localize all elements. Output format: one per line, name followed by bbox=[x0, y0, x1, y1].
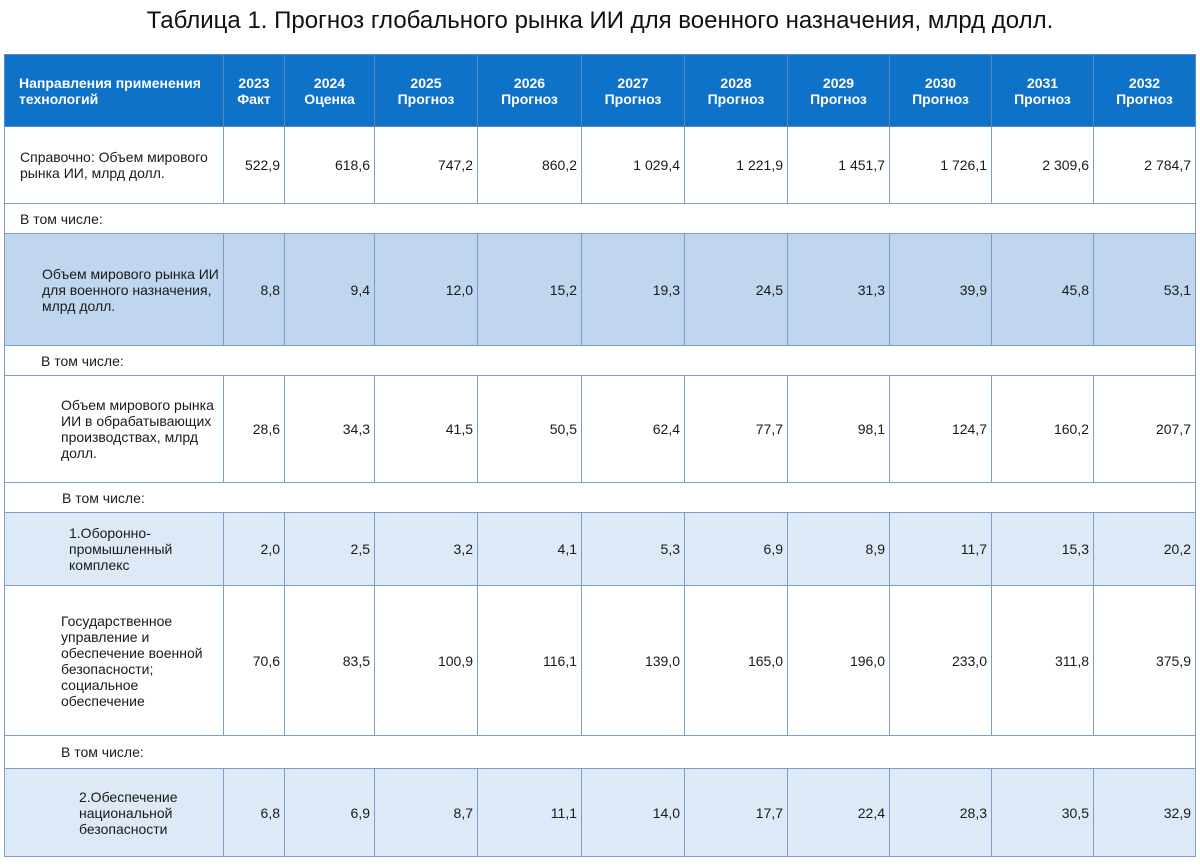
cell-value: 2 309,6 bbox=[991, 126, 1094, 204]
cell-value: 8,8 bbox=[223, 233, 285, 346]
cell-value: 6,9 bbox=[284, 768, 375, 857]
header-directions: Направления применения технологий bbox=[4, 54, 224, 127]
cell-value: 41,5 bbox=[374, 375, 478, 483]
header-year: 2023 Факт bbox=[223, 54, 285, 127]
cell-value: 1 726,1 bbox=[889, 126, 992, 204]
cell-value: 207,7 bbox=[1093, 375, 1196, 483]
cell-value: 15,2 bbox=[477, 233, 582, 346]
row-label: Государственное управление и обеспечение… bbox=[4, 585, 224, 736]
cell-value: 28,6 bbox=[223, 375, 285, 483]
cell-value: 116,1 bbox=[477, 585, 582, 736]
header-year: 2027 Прогноз bbox=[581, 54, 685, 127]
table-row-manufacturing: Объем мирового рынка ИИ в обрабатывающих… bbox=[4, 375, 1196, 483]
header-year: 2024 Оценка bbox=[284, 54, 375, 127]
header-row: Направления применения технологий 2023 Фа… bbox=[4, 54, 1196, 127]
row-label: 1.Оборонно-промышленный комплекс bbox=[4, 512, 224, 586]
subheader-row: В том числе: bbox=[4, 345, 1196, 376]
forecast-table: Направления применения технологий 2023 Фа… bbox=[4, 54, 1196, 857]
cell-value: 8,7 bbox=[374, 768, 478, 857]
cell-value: 11,1 bbox=[477, 768, 582, 857]
cell-value: 311,8 bbox=[991, 585, 1094, 736]
cell-value: 22,4 bbox=[787, 768, 890, 857]
cell-value: 1 451,7 bbox=[787, 126, 890, 204]
subheader-row: В том числе: bbox=[4, 482, 1196, 513]
cell-value: 24,5 bbox=[684, 233, 788, 346]
cell-value: 1 221,9 bbox=[684, 126, 788, 204]
cell-value: 165,0 bbox=[684, 585, 788, 736]
cell-value: 30,5 bbox=[991, 768, 1094, 857]
cell-value: 233,0 bbox=[889, 585, 992, 736]
cell-value: 39,9 bbox=[889, 233, 992, 346]
cell-value: 77,7 bbox=[684, 375, 788, 483]
subheader-row: В том числе: bbox=[4, 735, 1196, 769]
cell-value: 2,5 bbox=[284, 512, 375, 586]
cell-value: 196,0 bbox=[787, 585, 890, 736]
table-row-global: Справочно: Объем мирового рынка ИИ, млрд… bbox=[4, 126, 1196, 204]
cell-value: 12,0 bbox=[374, 233, 478, 346]
cell-value: 53,1 bbox=[1093, 233, 1196, 346]
cell-value: 160,2 bbox=[991, 375, 1094, 483]
subheader-label: В том числе: bbox=[4, 735, 1196, 769]
cell-value: 83,5 bbox=[284, 585, 375, 736]
table-row-national-security: 2.Обеспечение национальной безопасности … bbox=[4, 768, 1196, 857]
cell-value: 2,0 bbox=[223, 512, 285, 586]
cell-value: 139,0 bbox=[581, 585, 685, 736]
subheader-label: В том числе: bbox=[4, 482, 1196, 513]
cell-value: 6,9 bbox=[684, 512, 788, 586]
cell-value: 31,3 bbox=[787, 233, 890, 346]
cell-value: 70,6 bbox=[223, 585, 285, 736]
cell-value: 20,2 bbox=[1093, 512, 1196, 586]
cell-value: 17,7 bbox=[684, 768, 788, 857]
cell-value: 34,3 bbox=[284, 375, 375, 483]
cell-value: 62,4 bbox=[581, 375, 685, 483]
cell-value: 50,5 bbox=[477, 375, 582, 483]
header-year: 2029 Прогноз bbox=[787, 54, 890, 127]
cell-value: 860,2 bbox=[477, 126, 582, 204]
subheader-label: В том числе: bbox=[4, 203, 1196, 234]
header-year: 2025 Прогноз bbox=[374, 54, 478, 127]
cell-value: 45,8 bbox=[991, 233, 1094, 346]
table-title: Таблица 1. Прогноз глобального рынка ИИ … bbox=[146, 7, 1054, 34]
cell-value: 15,3 bbox=[991, 512, 1094, 586]
cell-value: 124,7 bbox=[889, 375, 992, 483]
cell-value: 375,9 bbox=[1093, 585, 1196, 736]
cell-value: 11,7 bbox=[889, 512, 992, 586]
cell-value: 618,6 bbox=[284, 126, 375, 204]
table-row-military: Объем мирового рынка ИИ для военного наз… bbox=[4, 233, 1196, 346]
subheader-label: В том числе: bbox=[4, 345, 1196, 376]
cell-value: 100,9 bbox=[374, 585, 478, 736]
cell-value: 9,4 bbox=[284, 233, 375, 346]
header-year: 2030 Прогноз bbox=[889, 54, 992, 127]
cell-value: 32,9 bbox=[1093, 768, 1196, 857]
cell-value: 522,9 bbox=[223, 126, 285, 204]
cell-value: 2 784,7 bbox=[1093, 126, 1196, 204]
cell-value: 19,3 bbox=[581, 233, 685, 346]
row-label: 2.Обеспечение национальной безопасности bbox=[4, 768, 224, 857]
cell-value: 8,9 bbox=[787, 512, 890, 586]
cell-value: 98,1 bbox=[787, 375, 890, 483]
cell-value: 747,2 bbox=[374, 126, 478, 204]
header-year: 2031 Прогноз bbox=[991, 54, 1094, 127]
table-row-defense-industry: 1.Оборонно-промышленный комплекс 2,0 2,5… bbox=[4, 512, 1196, 586]
cell-value: 6,8 bbox=[223, 768, 285, 857]
cell-value: 28,3 bbox=[889, 768, 992, 857]
cell-value: 14,0 bbox=[581, 768, 685, 857]
cell-value: 1 029,4 bbox=[581, 126, 685, 204]
cell-value: 3,2 bbox=[374, 512, 478, 586]
header-year: 2028 Прогноз bbox=[684, 54, 788, 127]
cell-value: 5,3 bbox=[581, 512, 685, 586]
row-label: Объем мирового рынка ИИ для военного наз… bbox=[4, 233, 224, 346]
row-label: Справочно: Объем мирового рынка ИИ, млрд… bbox=[4, 126, 224, 204]
header-year: 2026 Прогноз bbox=[477, 54, 582, 127]
subheader-row: В том числе: bbox=[4, 203, 1196, 234]
cell-value: 4,1 bbox=[477, 512, 582, 586]
header-year: 2032 Прогноз bbox=[1093, 54, 1196, 127]
table-row-government: Государственное управление и обеспечение… bbox=[4, 585, 1196, 736]
row-label: Объем мирового рынка ИИ в обрабатывающих… bbox=[4, 375, 224, 483]
